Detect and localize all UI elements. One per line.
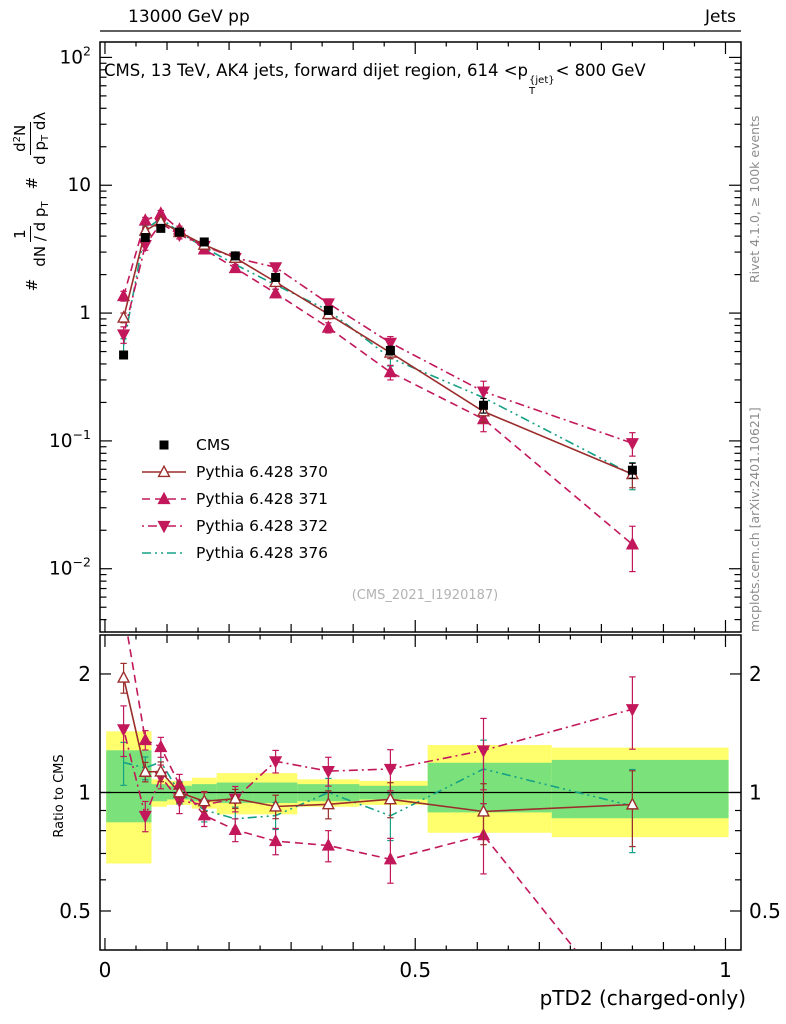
pt-jet-superscript: {jet} — [529, 75, 555, 86]
svg-text:102: 102 — [60, 43, 92, 68]
legend-item-pythia-6-428-371: Pythia 6.428 371 — [141, 485, 328, 512]
x-axis-label: pTD2 (charged-only) — [539, 986, 746, 1010]
plot-title: CMS, 13 TeV, AK4 jets, forward dijet reg… — [104, 61, 646, 97]
pt-subscript: T — [529, 85, 536, 97]
svg-text:1: 1 — [79, 303, 91, 324]
svg-text:1: 1 — [749, 780, 762, 804]
pt-jet-subscript-stack: {jet} T — [529, 75, 555, 97]
legend: CMS Pythia 6.428 370 Pythia 6.428 371 Pythi… — [141, 431, 328, 566]
legend-label: Pythia 6.428 376 — [196, 543, 329, 562]
ylabel-frac2-den: d pT dλ — [31, 111, 52, 165]
ylabel-frac2-num: d2N — [11, 121, 32, 155]
mcplots-arxiv-note: mcplots.cern.ch [arXiv:2401.10621] — [747, 407, 762, 632]
ylabel-frac1-num: 1 — [11, 226, 32, 242]
ratio-series-pythia-6-428-371 — [127, 636, 576, 949]
beam-energy-label: 13000 GeV pp — [128, 7, 250, 27]
ylabel-frac1-den: dN / d pT — [31, 201, 52, 267]
hash-symbol: # — [23, 278, 41, 292]
svg-text:0: 0 — [99, 958, 112, 982]
legend-marker-icon — [142, 551, 186, 554]
axis-ticks — [100, 42, 741, 950]
svg-text:10: 10 — [67, 175, 91, 196]
legend-item-pythia-6-428-372: Pythia 6.428 372 — [141, 512, 328, 539]
legend-label: Pythia 6.428 371 — [196, 489, 329, 508]
legend-label: CMS — [196, 435, 231, 454]
legend-item-pythia-6-428-376: Pythia 6.428 376 — [141, 539, 328, 566]
axis-tick-labels: 102 10 1 10−1 10−2 0.5 0.5 1 1 2 2 0 0.5 1 — [49, 43, 781, 982]
svg-text:2: 2 — [749, 662, 762, 686]
ratio-y-axis-label: Ratio to CMS — [52, 754, 67, 838]
legend-marker-icon — [142, 520, 186, 533]
ylabel-fraction-2: d2N d pT dλ — [11, 109, 52, 168]
legend-marker-icon — [142, 491, 186, 504]
cms-uncertainty-bands — [106, 731, 729, 864]
svg-text:1: 1 — [719, 958, 732, 982]
plot-title-suffix: < 800 GeV — [555, 61, 646, 80]
plot-title-text: CMS, 13 TeV, AK4 jets, forward dijet reg… — [104, 61, 529, 80]
main-panel-frame — [99, 41, 742, 633]
svg-text:10−2: 10−2 — [49, 555, 91, 580]
rivet-version-note: Rivet 4.1.0, ≥ 100k events — [747, 115, 762, 283]
analysis-id-watermark: (CMS_2021_I1920187) — [351, 588, 499, 603]
svg-text:0.5: 0.5 — [749, 899, 781, 923]
legend-label: Pythia 6.428 372 — [196, 516, 329, 535]
legend-item-cms: CMS — [141, 431, 328, 458]
legend-marker-icon — [159, 440, 169, 449]
main-series-cms — [119, 223, 637, 479]
svg-text:0.5: 0.5 — [59, 899, 91, 923]
svg-text:2: 2 — [78, 662, 91, 686]
legend-item-pythia-6-428-370: Pythia 6.428 370 — [141, 458, 328, 485]
ratio-series-pythia-6-428-370 — [117, 662, 639, 848]
legend-label: Pythia 6.428 370 — [196, 462, 329, 481]
main-y-axis-label: # 1 dN / d pT # d2N d pT dλ — [8, 38, 56, 362]
legend-marker-icon — [142, 464, 186, 477]
svg-text:0.5: 0.5 — [399, 958, 431, 982]
main-series-pythia-6-428-372 — [117, 218, 639, 457]
hash-symbol: # — [23, 176, 41, 190]
observable-group-label: Jets — [705, 7, 736, 27]
svg-text:10−1: 10−1 — [49, 427, 91, 452]
ylabel-fraction-1: 1 dN / d pT — [11, 198, 52, 269]
svg-text:1: 1 — [78, 780, 91, 804]
